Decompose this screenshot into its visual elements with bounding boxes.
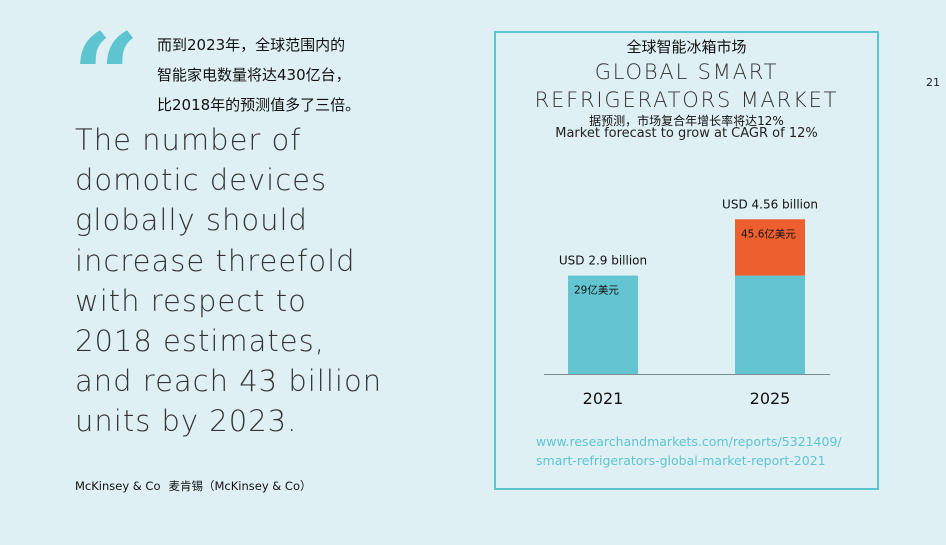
market-chart-card: 全球智能冰箱市场 GLOBAL SMART REFRIGERATORS MARK… (494, 31, 879, 490)
page-number: 21 (926, 76, 940, 89)
chart-subtitle-english: Market forecast to grow at CAGR of 12% (555, 126, 818, 141)
bar-inner-label: 45.6亿美元 (741, 227, 796, 240)
english-quote-line: The number of (75, 123, 302, 157)
bar-chart: 29亿美元 USD 2.9 billion 2021 45.6亿美元 USD 4.56 … (544, 197, 830, 408)
chinese-quote-line: 比2018年的预测值多了三倍。 (157, 96, 361, 114)
english-quote-line: domotic devices (75, 163, 328, 198)
x-tick-label: 2025 (750, 389, 791, 408)
chart-title-line: REFRIGERATORS MARKET (534, 88, 839, 112)
chinese-quote-line: 而到2023年，全球范围内的 (157, 36, 346, 54)
english-quote: The number of domotic devices globally s… (75, 120, 435, 442)
bar-inner-label: 29亿美元 (574, 284, 619, 297)
chart-title-line: GLOBAL SMART (594, 60, 779, 84)
bar-growth-2025 (735, 219, 805, 276)
x-tick-label: 2021 (583, 389, 624, 408)
source-chinese: 麦肯锡（McKinsey & Co） (168, 479, 312, 493)
english-quote-line: increase threefold (75, 243, 356, 278)
english-quote-line: and reach 43 billion (75, 364, 383, 399)
chart-subtitle-chinese: 据预测，市场复合年增长率将达12% (589, 114, 784, 128)
chinese-quote: 而到2023年，全球范围内的 智能家电数量将达430亿台， 比2018年的预测值… (157, 30, 427, 120)
english-quote-line: globally should (75, 203, 308, 238)
chart-title-chinese: 全球智能冰箱市场 (626, 38, 747, 56)
english-quote-line: with respect to (75, 283, 307, 318)
source-english: McKinsey & Co (75, 479, 161, 493)
bar-base-2025 (735, 275, 805, 374)
chinese-quote-line: 智能家电数量将达430亿台， (157, 66, 351, 84)
bar-base-2021 (568, 275, 638, 374)
english-quote-line: 2018 estimates, (75, 324, 325, 359)
bar-value-label: USD 2.9 billion (559, 254, 647, 268)
source-url-line[interactable]: www.researchandmarkets.com/reports/53214… (536, 434, 842, 449)
chart-title-english: GLOBAL SMART REFRIGERATORS MARKET (496, 58, 877, 114)
source-url[interactable]: www.researchandmarkets.com/reports/53214… (536, 432, 842, 470)
source-url-line[interactable]: smart-refrigerators-global-market-report… (536, 453, 826, 468)
english-quote-line: units by 2023. (75, 404, 298, 439)
quote-mark-icon: “ (72, 7, 140, 146)
quote-source: McKinsey & Co 麦肯锡（McKinsey & Co） (75, 478, 312, 494)
bar-value-label: USD 4.56 billion (722, 197, 818, 211)
